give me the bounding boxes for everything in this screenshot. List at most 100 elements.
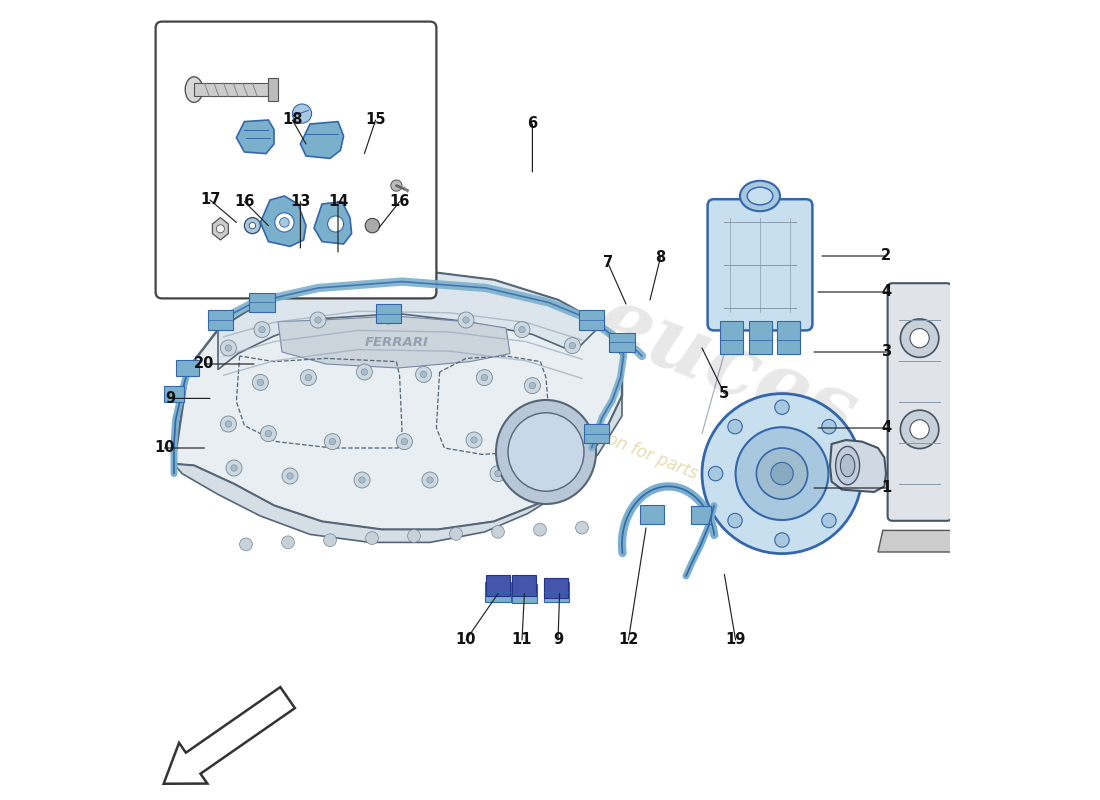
Circle shape	[420, 371, 427, 378]
Text: 2: 2	[881, 249, 891, 263]
Circle shape	[463, 317, 470, 323]
Circle shape	[554, 417, 561, 423]
Circle shape	[220, 340, 236, 356]
Bar	[208, 310, 233, 330]
Circle shape	[226, 421, 232, 427]
Circle shape	[240, 538, 252, 550]
Circle shape	[910, 329, 930, 348]
Circle shape	[416, 366, 431, 382]
Circle shape	[293, 104, 311, 123]
Circle shape	[422, 472, 438, 488]
Polygon shape	[300, 122, 343, 158]
Circle shape	[217, 225, 224, 233]
Circle shape	[550, 412, 566, 428]
Circle shape	[250, 222, 255, 229]
Circle shape	[244, 218, 261, 234]
Circle shape	[275, 213, 294, 232]
Circle shape	[702, 394, 862, 554]
Polygon shape	[174, 272, 622, 530]
Circle shape	[396, 434, 412, 450]
Circle shape	[356, 364, 373, 380]
Circle shape	[408, 530, 420, 542]
Bar	[485, 582, 510, 602]
Bar	[749, 321, 771, 354]
Circle shape	[257, 379, 264, 386]
Circle shape	[774, 400, 789, 414]
Circle shape	[569, 342, 575, 349]
Circle shape	[279, 218, 289, 227]
Circle shape	[427, 477, 433, 483]
Circle shape	[329, 438, 336, 445]
Circle shape	[328, 216, 343, 232]
Circle shape	[728, 419, 743, 434]
Circle shape	[310, 312, 326, 328]
Text: 4: 4	[881, 285, 891, 299]
Bar	[250, 293, 275, 312]
Circle shape	[842, 466, 856, 481]
Ellipse shape	[508, 413, 584, 491]
Text: 4: 4	[881, 421, 891, 435]
Ellipse shape	[747, 187, 773, 205]
Text: 13: 13	[290, 194, 310, 209]
Bar	[194, 83, 270, 96]
Ellipse shape	[496, 400, 596, 504]
Circle shape	[525, 378, 540, 394]
Text: 20: 20	[195, 357, 214, 371]
Ellipse shape	[185, 77, 202, 102]
Circle shape	[287, 473, 294, 479]
Circle shape	[708, 466, 723, 481]
Text: a passion for parts since 1985: a passion for parts since 1985	[550, 409, 790, 519]
Circle shape	[466, 432, 482, 448]
Bar	[486, 575, 510, 596]
Circle shape	[490, 466, 506, 482]
Circle shape	[220, 416, 236, 432]
Text: 15: 15	[365, 113, 386, 127]
Circle shape	[774, 533, 789, 547]
Polygon shape	[236, 120, 274, 154]
Circle shape	[226, 345, 232, 351]
Circle shape	[305, 374, 311, 381]
Circle shape	[481, 374, 487, 381]
Circle shape	[365, 218, 380, 233]
Bar	[584, 424, 609, 443]
FancyBboxPatch shape	[888, 283, 952, 521]
Bar	[691, 506, 711, 524]
Circle shape	[728, 514, 743, 528]
Circle shape	[529, 382, 536, 389]
Bar	[579, 310, 604, 330]
Text: 14: 14	[328, 194, 349, 209]
Polygon shape	[314, 202, 352, 244]
Polygon shape	[278, 316, 510, 368]
Text: 9: 9	[553, 633, 563, 647]
Circle shape	[546, 456, 562, 472]
Circle shape	[901, 319, 938, 358]
Text: 12: 12	[618, 633, 639, 647]
Text: 10: 10	[455, 633, 476, 647]
Text: 3: 3	[881, 345, 891, 359]
Text: 1: 1	[881, 481, 891, 495]
Circle shape	[495, 470, 502, 477]
Circle shape	[519, 326, 525, 333]
Circle shape	[476, 370, 493, 386]
Circle shape	[450, 527, 462, 540]
Circle shape	[514, 322, 530, 338]
Circle shape	[822, 419, 836, 434]
Text: 8: 8	[656, 250, 666, 265]
Polygon shape	[261, 196, 306, 246]
Polygon shape	[878, 530, 961, 552]
Text: 16: 16	[389, 194, 410, 209]
Circle shape	[402, 438, 408, 445]
Circle shape	[258, 326, 265, 333]
Circle shape	[822, 514, 836, 528]
Bar	[544, 578, 569, 598]
Circle shape	[282, 536, 295, 549]
Text: FERRARI: FERRARI	[364, 336, 428, 349]
Circle shape	[910, 420, 930, 439]
Polygon shape	[212, 218, 229, 240]
Text: 19: 19	[725, 633, 746, 647]
Bar	[268, 78, 278, 101]
Bar	[512, 584, 537, 603]
Text: 17: 17	[200, 193, 220, 207]
FancyBboxPatch shape	[155, 22, 437, 298]
Circle shape	[315, 317, 321, 323]
